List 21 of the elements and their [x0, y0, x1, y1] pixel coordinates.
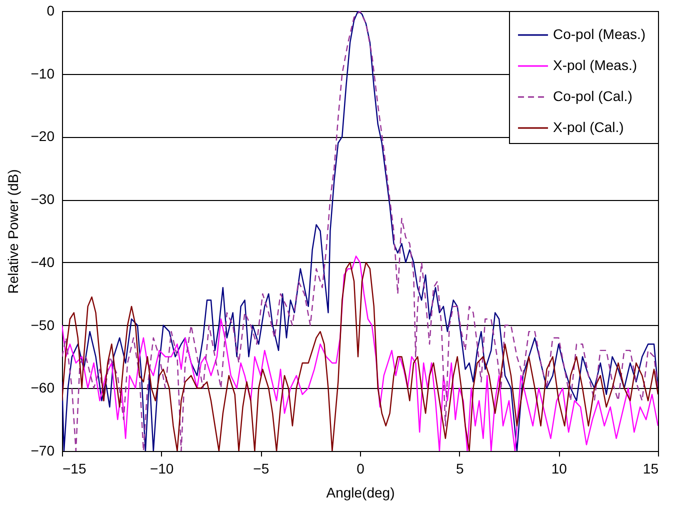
legend-label: Co-pol (Meas.)	[553, 26, 646, 42]
legend-label: X-pol (Cal.)	[553, 119, 624, 135]
y-tick-label: −20	[30, 128, 55, 144]
x-tick-label: −5	[253, 460, 270, 476]
y-tick-label: −10	[30, 65, 55, 82]
y-tick-label: −50	[30, 316, 55, 333]
y-tick-label: −30	[30, 191, 55, 208]
x-tick-label: −10	[150, 460, 174, 476]
x-tick-label: 0	[356, 460, 365, 476]
legend-label: X-pol (Meas.)	[553, 57, 638, 73]
y-tick-label: −60	[30, 380, 55, 396]
x-axis-title: Angle(deg)	[326, 484, 395, 500]
legend-label: Co-pol (Cal.)	[553, 88, 632, 104]
x-tick-label: −15	[62, 460, 86, 476]
y-axis-title: Relative Power (dB)	[4, 169, 21, 294]
y-tick-label: −70	[30, 442, 55, 458]
x-tick-label: 5	[456, 460, 464, 476]
y-tick-label: −40	[30, 254, 55, 270]
y-tick-label: 0	[46, 2, 55, 18]
x-tick-label: 15	[642, 460, 659, 476]
x-tick-label: 10	[551, 460, 568, 476]
